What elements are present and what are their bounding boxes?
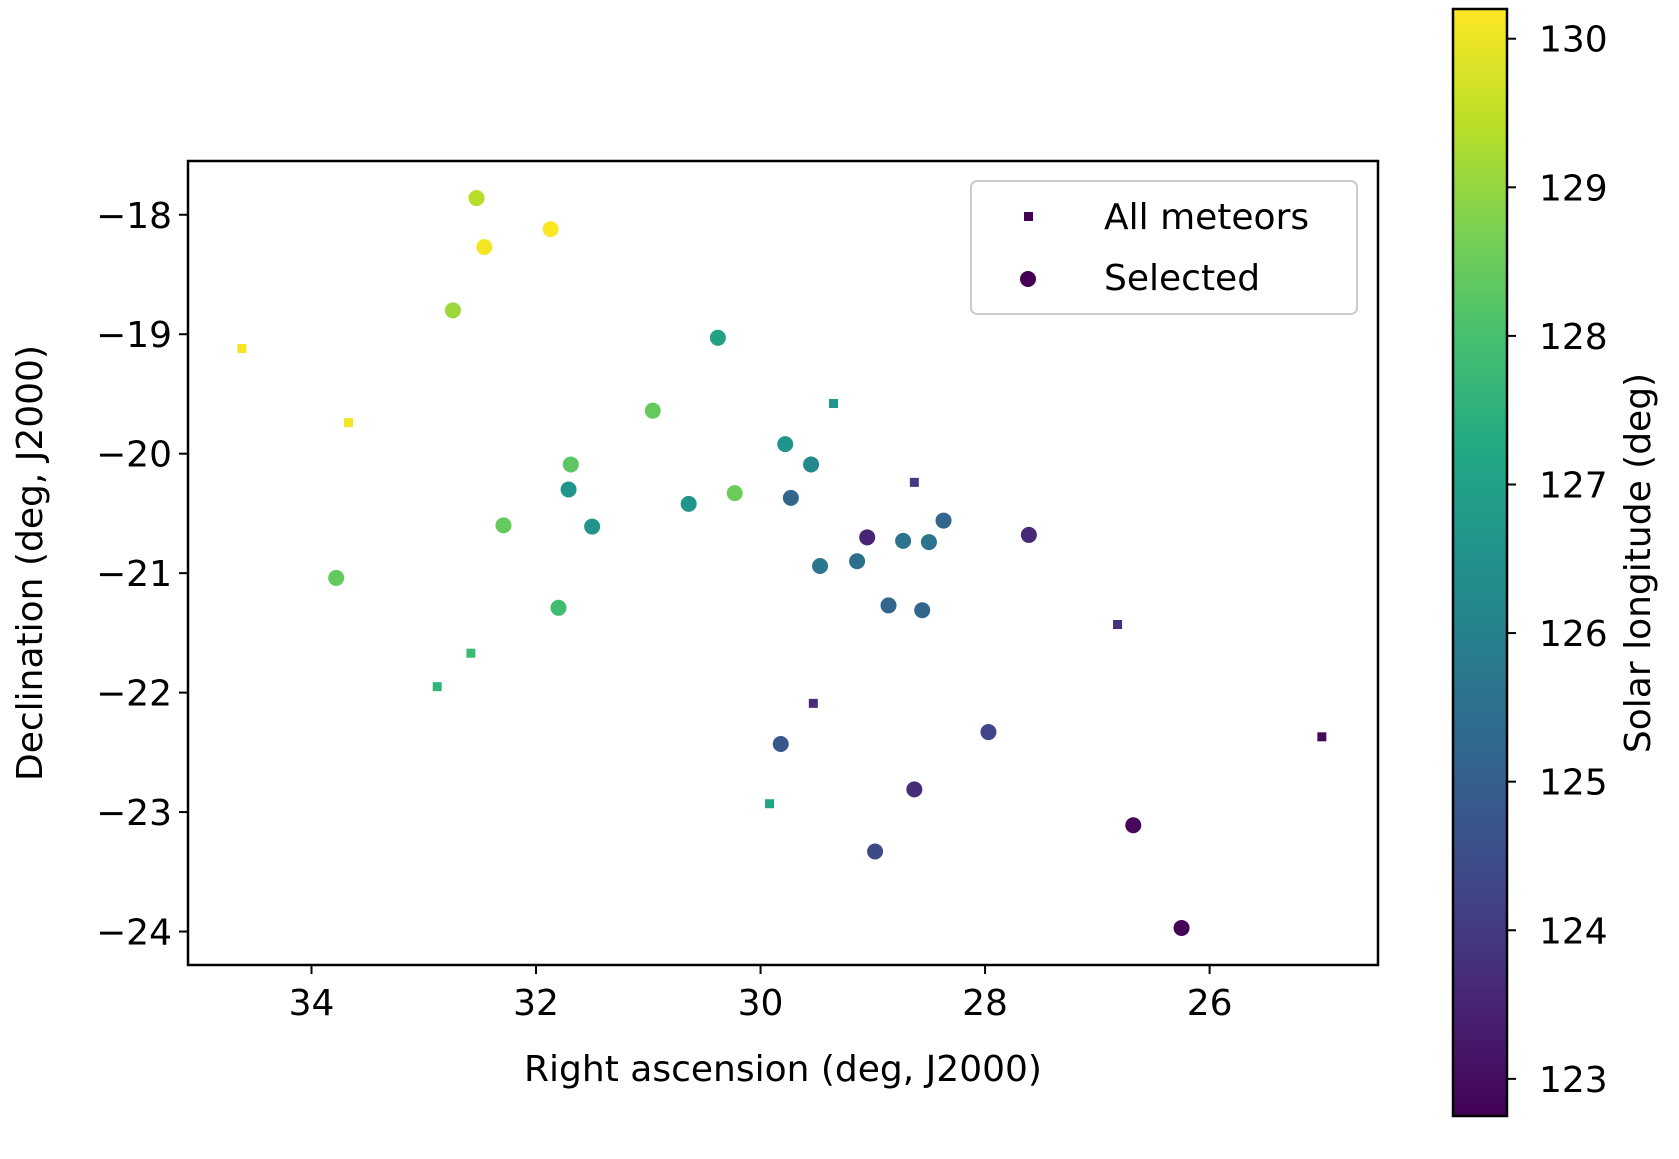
x-tick-label: 30	[738, 983, 784, 1024]
selected-point	[1125, 817, 1142, 834]
all-meteors-point	[1113, 620, 1123, 630]
selected-point	[584, 518, 601, 535]
selected-point	[560, 481, 577, 498]
selected-point	[772, 735, 789, 752]
selected-point	[328, 569, 345, 586]
selected-point	[1173, 919, 1190, 936]
selected-point	[914, 602, 931, 619]
all-meteors-point	[765, 799, 775, 809]
colorbar-tick-label: 126	[1539, 614, 1608, 655]
x-tick-label: 26	[1187, 983, 1233, 1024]
selected-point	[1020, 526, 1037, 543]
colorbar-tick-label: 129	[1539, 168, 1608, 209]
selected-point	[550, 599, 567, 616]
selected-point	[495, 517, 512, 534]
selected-point	[812, 557, 829, 574]
x-tick-label: 28	[962, 983, 1008, 1024]
y-axis: −18 −19 −20 −21 −22 −23 −24	[96, 196, 188, 954]
selected-point	[895, 532, 912, 549]
legend-marker-all-meteors	[1024, 212, 1033, 221]
colorbar-ticks: 123 124 125 126 127 128 129 130	[1507, 20, 1608, 1101]
legend-label-selected: Selected	[1104, 258, 1260, 299]
selected-point	[644, 402, 661, 419]
selected-point	[476, 239, 493, 256]
all-meteors-point	[1317, 732, 1327, 742]
all-meteors-point	[344, 418, 354, 428]
all-meteors-point	[909, 477, 919, 487]
plot-area	[237, 190, 1327, 936]
all-meteors-point	[432, 682, 442, 692]
legend: All meteors Selected	[970, 180, 1358, 315]
all-meteors-point	[808, 698, 818, 708]
y-tick-label: −24	[96, 913, 172, 954]
selected-point	[782, 489, 799, 506]
legend-marker-selected	[1020, 271, 1036, 287]
x-tick-label: 34	[289, 983, 335, 1024]
selected-point	[880, 597, 897, 614]
legend-box	[970, 180, 1358, 315]
axes-frame	[186, 159, 1380, 967]
colorbar-gradient	[1451, 7, 1509, 1118]
colorbar: 123 124 125 126 127 128 129 130 Solar longitude…	[1451, 7, 1659, 1118]
selected-point	[920, 534, 937, 551]
selected-point	[726, 485, 743, 502]
colorbar-tick-label: 130	[1539, 20, 1608, 61]
selected-point	[444, 302, 461, 319]
selected-point	[468, 190, 485, 207]
selected-point	[935, 512, 952, 529]
all-meteors-point	[829, 399, 839, 409]
y-tick-label: −18	[96, 196, 172, 237]
x-tick-label: 32	[513, 983, 559, 1024]
colorbar-tick-label: 125	[1539, 763, 1608, 804]
colorbar-tick-label: 127	[1539, 465, 1608, 506]
x-axis: 34 32 30 28 26	[289, 965, 1233, 1024]
selected-point	[680, 495, 697, 512]
legend-label-all-meteors: All meteors	[1104, 197, 1309, 238]
y-tick-label: −19	[96, 315, 172, 356]
y-tick-label: −23	[96, 793, 172, 834]
selected-point	[777, 436, 794, 453]
selected-point	[849, 553, 866, 570]
y-tick-label: −20	[96, 435, 172, 476]
y-tick-label: −21	[96, 554, 172, 595]
selected-point	[803, 456, 820, 473]
colorbar-tick-label: 123	[1539, 1060, 1608, 1101]
colorbar-tick-label: 124	[1539, 911, 1608, 952]
all-meteors-point	[237, 344, 247, 354]
colorbar-tick-label: 128	[1539, 317, 1608, 358]
selected-point	[906, 781, 923, 798]
all-meteors-point	[466, 648, 476, 658]
y-tick-label: −22	[96, 674, 172, 715]
x-axis-label: Right ascension (deg, J2000)	[524, 1049, 1042, 1090]
selected-point	[980, 724, 997, 741]
selected-point	[562, 456, 579, 473]
selected-point	[542, 221, 559, 238]
selected-point	[859, 529, 876, 546]
colorbar-label: Solar longitude (deg)	[1618, 373, 1659, 753]
y-axis-label: Declination (deg, J2000)	[10, 345, 51, 781]
selected-point	[709, 329, 726, 346]
selected-point	[867, 843, 884, 860]
